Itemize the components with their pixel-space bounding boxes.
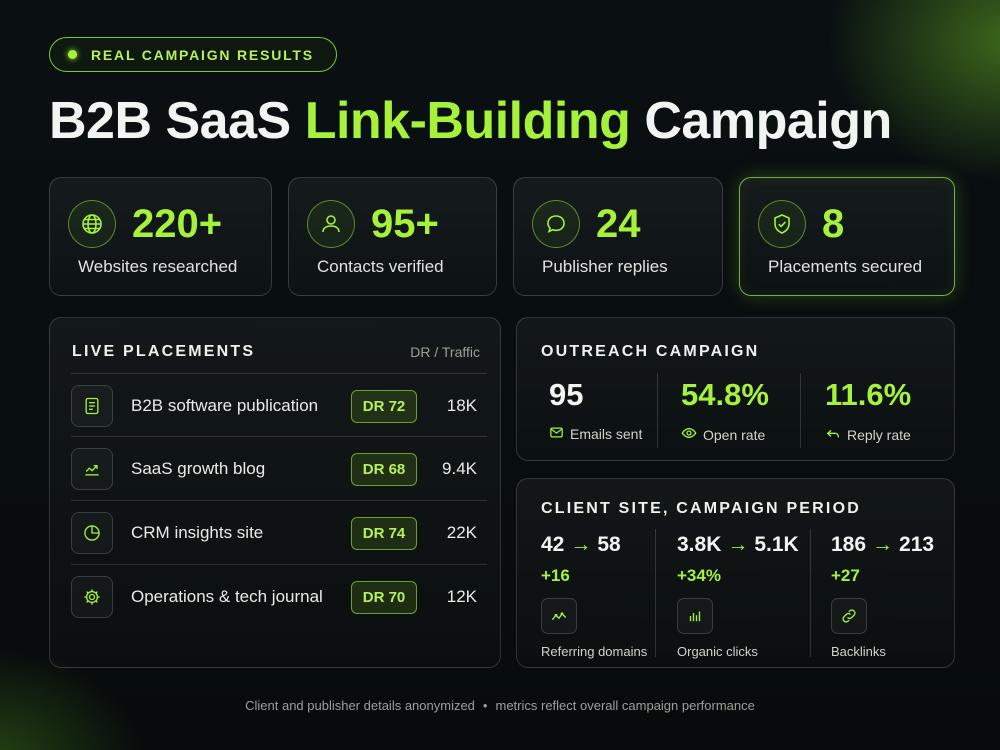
- metric-value: 11.6%: [825, 377, 912, 412]
- status-dot: [68, 50, 77, 59]
- trend-up-icon: [71, 448, 113, 490]
- metric-label: Open rate: [681, 425, 765, 444]
- footer-right: metrics reflect overall campaign perform…: [495, 698, 755, 713]
- column-header-dr-traffic: DR / Traffic: [410, 344, 480, 360]
- stat-value: 220+: [132, 202, 223, 246]
- stat-card-placements: 8 Placements secured: [739, 177, 955, 296]
- pie-chart-icon: [71, 512, 113, 554]
- stat-label: Contacts verified: [317, 257, 444, 276]
- metric-value: 54.8%: [681, 377, 769, 412]
- stat-label: Websites researched: [78, 257, 238, 276]
- gear-icon: [71, 576, 113, 618]
- dr-badge: DR 68: [351, 453, 417, 486]
- chat-bubble-icon: [532, 200, 580, 248]
- metric-referring-domains: 42 → 58 +16 Referring domains: [517, 529, 655, 659]
- client-site-panel: CLIENT SITE, CAMPAIGN PERIOD 42 → 58 +16 R…: [516, 478, 955, 668]
- panel-title: CLIENT SITE, CAMPAIGN PERIOD: [541, 500, 861, 517]
- placement-row: B2B software publication DR 72 18K: [71, 373, 487, 437]
- metric-label: Backlinks: [831, 644, 886, 659]
- dr-badge: DR 74: [351, 517, 417, 550]
- outreach-campaign-panel: OUTREACH CAMPAIGN 95 Emails sent 54.8% O…: [516, 317, 955, 461]
- user-icon: [307, 200, 355, 248]
- title-part-2: Link-Building: [304, 92, 631, 150]
- placement-name: SaaS growth blog: [131, 459, 266, 478]
- page-title: B2B SaaS Link-Building Campaign: [49, 86, 892, 156]
- metric-label: Reply rate: [825, 425, 911, 444]
- footer-bullet: •: [482, 698, 488, 713]
- stat-card-websites: 220+ Websites researched: [49, 177, 272, 296]
- metric-range: 186 → 213: [831, 533, 935, 556]
- metric-range: 42 → 58: [541, 533, 621, 556]
- metric-delta: +16: [541, 566, 570, 585]
- stat-value: 24: [596, 202, 641, 246]
- dr-badge: DR 70: [351, 581, 417, 614]
- dr-badge: DR 72: [351, 390, 417, 423]
- placement-traffic: 18K: [446, 396, 477, 415]
- placement-name: B2B software publication: [131, 396, 319, 415]
- footer-left: Client and publisher details anonymized: [245, 698, 475, 713]
- live-placements-panel: LIVE PLACEMENTS DR / Traffic B2B softwar…: [49, 317, 501, 668]
- metric-range: 3.8K → 5.1K: [677, 533, 799, 556]
- placement-name: CRM insights site: [131, 523, 264, 542]
- stat-label: Placements secured: [768, 257, 923, 276]
- link-icon: [831, 598, 867, 634]
- panel-title: LIVE PLACEMENTS: [72, 343, 256, 360]
- reply-icon: [825, 425, 841, 444]
- placement-traffic: 9.4K: [442, 459, 477, 478]
- metric-backlinks: 186 → 213 +27 Backlinks: [810, 529, 950, 659]
- placement-name: Operations & tech journal: [131, 587, 323, 606]
- stat-card-replies: 24 Publisher replies: [513, 177, 723, 296]
- panel-title: OUTREACH CAMPAIGN: [541, 343, 760, 360]
- metric-label: Referring domains: [541, 644, 648, 659]
- metric-open-rate: 54.8% Open rate: [657, 373, 800, 448]
- footer-note: Client and publisher details anonymized •…: [0, 698, 1000, 713]
- badge-label: REAL CAMPAIGN RESULTS: [91, 46, 314, 63]
- eye-icon: [681, 425, 697, 444]
- metric-value: 95: [549, 377, 584, 412]
- campaign-results-badge: REAL CAMPAIGN RESULTS: [49, 37, 337, 72]
- metric-reply-rate: 11.6% Reply rate: [800, 373, 950, 448]
- metric-organic-clicks: 3.8K → 5.1K +34% Organic clicks: [655, 529, 810, 659]
- placement-row: SaaS growth blog DR 68 9.4K: [71, 436, 487, 500]
- placement-traffic: 22K: [446, 523, 477, 542]
- metric-delta: +27: [831, 566, 860, 585]
- bar-chart-icon: [677, 598, 713, 634]
- shield-check-icon: [758, 200, 806, 248]
- stat-label: Publisher replies: [542, 257, 668, 276]
- stat-value: 95+: [371, 202, 439, 246]
- title-part-3: Campaign: [644, 92, 892, 150]
- metric-delta: +34%: [677, 566, 721, 585]
- metric-label: Organic clicks: [677, 644, 758, 659]
- placement-row: CRM insights site DR 74 22K: [71, 500, 487, 564]
- mail-icon: [549, 425, 564, 443]
- placement-traffic: 12K: [446, 587, 477, 606]
- metric-emails-sent: 95 Emails sent: [517, 373, 657, 448]
- document-icon: [71, 385, 113, 427]
- placement-row: Operations & tech journal DR 70 12K: [71, 564, 487, 628]
- metric-label: Emails sent: [549, 425, 642, 443]
- globe-icon: [68, 200, 116, 248]
- title-part-1: B2B SaaS: [49, 92, 291, 150]
- stat-value: 8: [822, 202, 845, 246]
- line-chart-icon: [541, 598, 577, 634]
- stat-card-contacts: 95+ Contacts verified: [288, 177, 497, 296]
